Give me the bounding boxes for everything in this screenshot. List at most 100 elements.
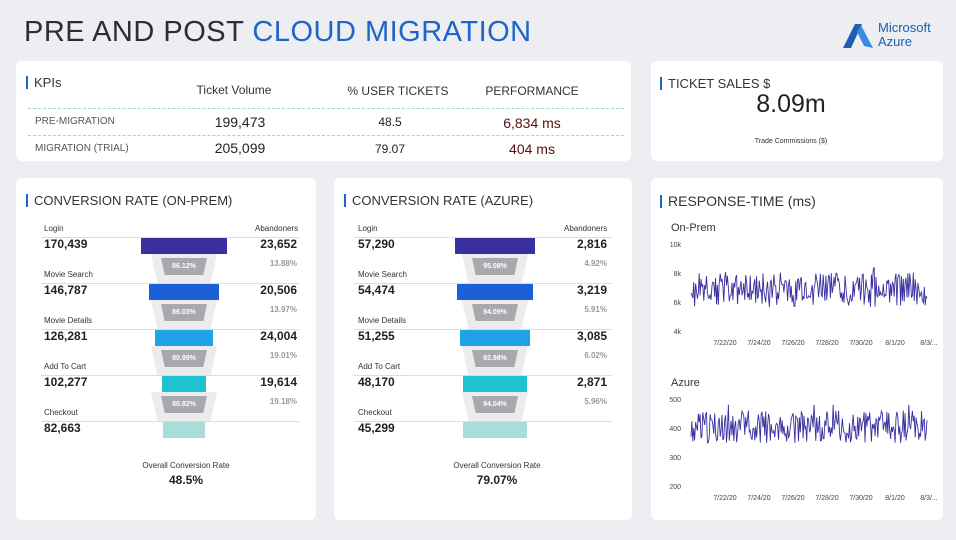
chart-title-1: Azure bbox=[671, 377, 700, 389]
azure-abandoners-value: 2,816 bbox=[576, 237, 607, 251]
onprem-funnel-bar bbox=[162, 376, 206, 392]
kpi-col-user-tickets: % USER TICKETS bbox=[347, 84, 449, 98]
kpi-divider bbox=[28, 135, 624, 136]
onprem-col-abandoners: Abandoners bbox=[255, 224, 299, 233]
onprem-stage-label: Movie Search bbox=[44, 270, 93, 279]
kpi-col-performance: PERFORMANCE bbox=[485, 84, 579, 98]
azure-conversion-rate: 95.08% bbox=[472, 258, 518, 275]
azure-abandon-pct: 4.92% bbox=[584, 259, 607, 268]
heading-accent bbox=[660, 195, 662, 208]
chart-title-0: On-Prem bbox=[671, 222, 716, 234]
microsoft-azure-logo: Microsoft Azure bbox=[842, 20, 942, 52]
y-tick-label: 6k bbox=[674, 300, 682, 307]
logo-line-1: Microsoft bbox=[878, 20, 931, 35]
azure-abandon-pct: 5.96% bbox=[584, 397, 607, 406]
onprem-funnel-bar bbox=[163, 422, 205, 438]
azure-conversion-rate: 93.98% bbox=[472, 350, 518, 367]
onprem-conversion-rate: 86.03% bbox=[161, 304, 207, 321]
onprem-overall-label: Overall Conversion Rate bbox=[142, 461, 230, 470]
azure-stage-label: Login bbox=[358, 224, 378, 233]
kpi-divider bbox=[28, 108, 624, 109]
kpi-row-label: MIGRATION (TRIAL) bbox=[35, 143, 129, 154]
logo-line-2: Azure bbox=[878, 34, 912, 49]
x-tick-label: 7/28/20 bbox=[815, 340, 838, 347]
title-part-1: PRE AND POST bbox=[24, 16, 253, 48]
ticket-sales-caption: Trade Commissions ($) bbox=[754, 138, 828, 145]
onprem-abandon-pct: 13.97% bbox=[269, 305, 297, 314]
y-tick-label: 8k bbox=[674, 271, 682, 278]
conversion-azure-card: CONVERSION RATE (AZURE) Abandoners Overa… bbox=[334, 178, 632, 520]
kpi-card: KPIs Ticket Volume % USER TICKETS PERFOR… bbox=[16, 61, 631, 161]
x-tick-label: 8/1/20 bbox=[885, 495, 905, 502]
onprem-abandon-pct: 19.18% bbox=[269, 397, 297, 406]
onprem-heading-text: CONVERSION RATE (ON-PREM) bbox=[34, 193, 233, 208]
azure-funnel-bar bbox=[455, 238, 535, 254]
conversion-onprem-card: CONVERSION RATE (ON-PREM) Abandoners Ove… bbox=[16, 178, 316, 520]
azure-stage-value: 57,290 bbox=[358, 237, 395, 251]
azure-stage-divider bbox=[354, 375, 612, 376]
onprem-conversion-rate: 86.12% bbox=[161, 258, 207, 275]
onprem-abandoners-value: 24,004 bbox=[260, 329, 297, 343]
ticket-sales-card: TICKET SALES $ 8.09m Trade Commissions (… bbox=[651, 61, 943, 161]
azure-stage-value: 54,474 bbox=[358, 283, 395, 297]
y-tick-label: 10k bbox=[670, 242, 682, 249]
azure-stage-divider bbox=[354, 237, 612, 238]
x-tick-label: 7/30/20 bbox=[849, 340, 872, 347]
azure-overall-value: 79.07% bbox=[476, 473, 518, 487]
azure-funnel-bar bbox=[462, 376, 528, 392]
azure-abandon-pct: 5.91% bbox=[584, 305, 607, 314]
azure-conversion-rate: 94.09% bbox=[472, 304, 518, 321]
kpi-user-tickets-migration: 79.07 bbox=[374, 142, 406, 156]
azure-stage-label: Movie Details bbox=[358, 316, 407, 325]
y-tick-label: 400 bbox=[669, 426, 681, 433]
onprem-stage-label: Checkout bbox=[44, 408, 78, 417]
onprem-stage-value: 102,277 bbox=[44, 375, 88, 389]
x-tick-label: 8/3/... bbox=[920, 340, 938, 347]
kpi-heading: KPIs bbox=[26, 75, 61, 90]
x-tick-label: 7/26/20 bbox=[781, 495, 804, 502]
y-tick-label: 200 bbox=[669, 484, 681, 491]
onprem-stage-value: 82,663 bbox=[44, 421, 81, 435]
response-time-charts: On-Prem 10k 8k 6k 4k 7/22/20 7/24/20 7/26/20 7/2… bbox=[669, 222, 938, 502]
kpi-ticket-volume-migration: 205,099 bbox=[214, 140, 266, 156]
response-heading-text: RESPONSE-TIME (ms) bbox=[668, 193, 816, 209]
azure-stage-label: Movie Search bbox=[358, 270, 407, 279]
heading-accent bbox=[26, 194, 28, 207]
azure-conversion-rate: 94.04% bbox=[472, 396, 518, 413]
azure-stage-divider bbox=[354, 329, 612, 330]
onprem-heading: CONVERSION RATE (ON-PREM) bbox=[26, 193, 232, 208]
onprem-stage-value: 146,787 bbox=[44, 283, 88, 297]
heading-accent bbox=[344, 194, 346, 207]
azure-funnel-bar bbox=[463, 422, 527, 438]
azure-abandon-pct: 6.02% bbox=[584, 351, 607, 360]
onprem-stage-divider bbox=[41, 237, 299, 238]
page-title: PRE AND POST CLOUD MIGRATION bbox=[24, 16, 532, 49]
onprem-abandoners-value: 19,614 bbox=[260, 375, 297, 389]
onprem-overall-value: 48.5% bbox=[168, 473, 204, 487]
x-tick-label: 7/26/20 bbox=[781, 340, 804, 347]
kpi-heading-text: KPIs bbox=[34, 75, 62, 90]
azure-abandoners-value: 2,871 bbox=[576, 375, 607, 389]
x-tick-label: 7/22/20 bbox=[713, 495, 736, 502]
onprem-stage-value: 126,281 bbox=[44, 329, 88, 343]
x-tick-label: 8/1/20 bbox=[885, 340, 905, 347]
title-part-2: CLOUD MIGRATION bbox=[252, 16, 532, 48]
azure-funnel-bar bbox=[457, 284, 533, 300]
onprem-abandoners-value: 23,652 bbox=[260, 237, 297, 251]
azure-abandoners-value: 3,085 bbox=[576, 329, 607, 343]
azure-stage-divider bbox=[354, 421, 612, 422]
x-tick-label: 8/3/... bbox=[920, 495, 938, 502]
azure-icon bbox=[843, 24, 873, 48]
kpi-row-label: PRE-MIGRATION bbox=[35, 116, 115, 127]
series-line-on-prem bbox=[690, 267, 928, 308]
azure-funnel-bar bbox=[460, 330, 530, 346]
onprem-abandon-pct: 13.88% bbox=[269, 259, 297, 268]
onprem-abandoners-value: 20,506 bbox=[260, 283, 297, 297]
azure-stage-label: Add To Cart bbox=[358, 362, 401, 371]
onprem-stage-label: Login bbox=[44, 224, 64, 233]
x-tick-label: 7/28/20 bbox=[815, 495, 838, 502]
onprem-stage-label: Movie Details bbox=[44, 316, 93, 325]
onprem-funnel-bar bbox=[148, 284, 220, 300]
x-tick-label: 7/22/20 bbox=[713, 340, 736, 347]
onprem-stage-divider bbox=[41, 283, 299, 284]
